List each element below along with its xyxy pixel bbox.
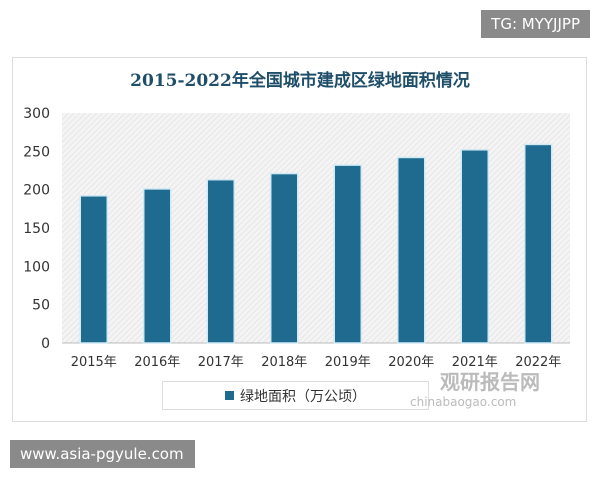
x-tick-label: 2019年 xyxy=(325,355,371,370)
x-tick-label: 2018年 xyxy=(261,355,307,370)
bar xyxy=(460,149,489,344)
y-tick-label: 300 xyxy=(23,106,50,122)
x-tick-label: 2020年 xyxy=(388,355,434,370)
y-tick-label: 50 xyxy=(32,298,50,314)
bar xyxy=(143,188,172,344)
legend-swatch xyxy=(225,391,234,400)
y-tick-label: 100 xyxy=(23,259,50,275)
x-tick-label: 2021年 xyxy=(452,355,498,370)
y-tick-label: 150 xyxy=(23,221,50,237)
x-tick-label: 2016年 xyxy=(134,355,180,370)
bar xyxy=(333,164,362,344)
x-tick-label: 2017年 xyxy=(198,355,244,370)
y-tick-label: 200 xyxy=(23,183,50,199)
bar xyxy=(79,195,108,344)
legend: 绿地面积（万公顷） xyxy=(162,381,429,410)
watermark: 观研报告网 chinabaogao.com xyxy=(410,366,540,409)
legend-label: 绿地面积（万公顷） xyxy=(240,388,366,405)
y-tick-label: 250 xyxy=(23,144,50,160)
bar xyxy=(524,143,553,344)
bar xyxy=(270,172,299,344)
bar xyxy=(206,178,235,344)
watermark-name: 观研报告网 xyxy=(440,370,540,394)
site-badge: www.asia-pgyule.com xyxy=(10,440,195,468)
x-tick-label: 2022年 xyxy=(515,355,561,370)
watermark-url: chinabaogao.com xyxy=(410,395,517,409)
top-badge: TG: MYYJJPP xyxy=(481,10,590,38)
x-tick-label: 2015年 xyxy=(71,355,117,370)
y-tick-label: 0 xyxy=(41,336,50,352)
plot-area xyxy=(62,113,570,343)
bar xyxy=(397,156,426,344)
chart-title: 2015-2022年全国城市建成区绿地面积情况 xyxy=(130,71,470,91)
